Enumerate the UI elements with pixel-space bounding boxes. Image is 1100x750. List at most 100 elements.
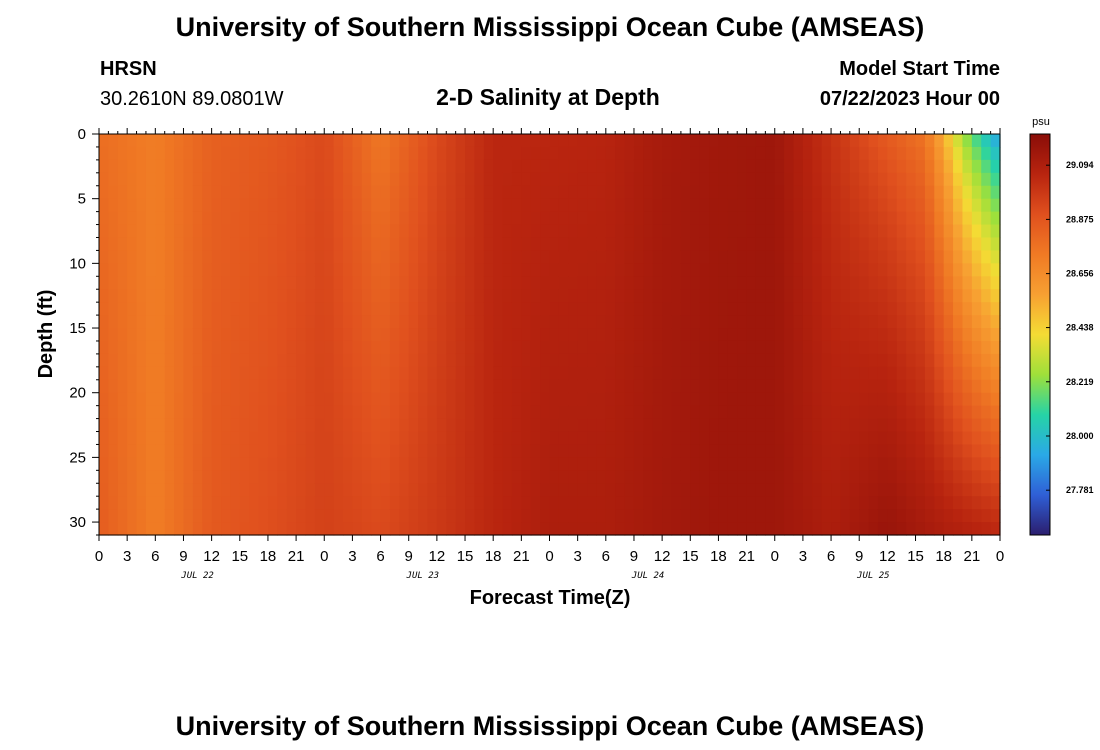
heatmap-cell bbox=[286, 198, 297, 213]
heatmap-cell bbox=[990, 522, 1001, 536]
heatmap-cell bbox=[183, 315, 194, 329]
heatmap-cell bbox=[324, 379, 335, 394]
heatmap-cell bbox=[258, 134, 269, 148]
heatmap-cell bbox=[971, 328, 982, 342]
heatmap-cell bbox=[962, 250, 973, 264]
heatmap-cell bbox=[671, 522, 682, 536]
heatmap-cell bbox=[249, 444, 260, 458]
heatmap-cell bbox=[136, 405, 147, 420]
heatmap-cell bbox=[427, 509, 438, 523]
y-tick-label: 5 bbox=[78, 191, 86, 208]
heatmap-cell bbox=[511, 237, 522, 252]
heatmap-cell bbox=[258, 328, 269, 342]
heatmap-cell bbox=[943, 431, 954, 446]
heatmap-cell bbox=[643, 146, 654, 161]
heatmap-cell bbox=[418, 496, 429, 510]
heatmap-cell bbox=[352, 483, 363, 497]
heatmap-cell bbox=[127, 315, 138, 329]
heatmap-cell bbox=[755, 522, 766, 536]
heatmap-cell bbox=[314, 211, 325, 226]
heatmap-cell bbox=[887, 302, 898, 316]
heatmap-cell bbox=[765, 146, 776, 161]
heatmap-cell bbox=[943, 302, 954, 316]
heatmap-cell bbox=[174, 185, 185, 200]
heatmap-cell bbox=[183, 405, 194, 420]
heatmap-cell bbox=[680, 431, 691, 446]
x-tick-label: 15 bbox=[907, 548, 924, 565]
heatmap-cell bbox=[389, 353, 400, 368]
heatmap-cell bbox=[258, 444, 269, 458]
heatmap-cell bbox=[305, 431, 316, 446]
heatmap-cell bbox=[943, 340, 954, 355]
heatmap-cell bbox=[662, 224, 673, 239]
heatmap-cell bbox=[624, 185, 635, 200]
heatmap-cell bbox=[305, 276, 316, 290]
heatmap-cell bbox=[230, 379, 241, 394]
heatmap-cell bbox=[755, 159, 766, 174]
heatmap-cell bbox=[127, 263, 138, 277]
heatmap-cell bbox=[793, 302, 804, 316]
heatmap-cell bbox=[624, 340, 635, 355]
heatmap-cell bbox=[174, 315, 185, 329]
heatmap-cell bbox=[831, 224, 842, 239]
heatmap-cell bbox=[840, 328, 851, 342]
heatmap-cell bbox=[427, 457, 438, 471]
heatmap-cell bbox=[474, 496, 485, 510]
heatmap-cell bbox=[540, 405, 551, 420]
heatmap-cell bbox=[633, 418, 644, 433]
heatmap-cell bbox=[643, 522, 654, 536]
heatmap-cell bbox=[587, 237, 598, 252]
heatmap-cell bbox=[568, 237, 579, 252]
heatmap-cell bbox=[774, 263, 785, 277]
heatmap-cell bbox=[333, 379, 344, 394]
heatmap-cell bbox=[117, 483, 128, 497]
x-tick-label: 9 bbox=[405, 548, 413, 565]
heatmap-cell bbox=[511, 522, 522, 536]
heatmap-cell bbox=[896, 250, 907, 264]
heatmap-cell bbox=[558, 522, 569, 536]
heatmap-cell bbox=[446, 431, 457, 446]
heatmap-cell bbox=[239, 366, 250, 381]
heatmap-cell bbox=[587, 444, 598, 458]
heatmap-cell bbox=[333, 159, 344, 174]
heatmap-cell bbox=[934, 172, 945, 187]
heatmap-cell bbox=[286, 483, 297, 497]
heatmap-cell bbox=[521, 146, 532, 161]
heatmap-cell bbox=[296, 444, 307, 458]
heatmap-cell bbox=[549, 444, 560, 458]
heatmap-cell bbox=[99, 431, 109, 446]
heatmap-cell bbox=[680, 185, 691, 200]
heatmap-cell bbox=[690, 289, 701, 303]
heatmap-cell bbox=[821, 185, 832, 200]
heatmap-cell bbox=[408, 328, 419, 342]
heatmap-cell bbox=[474, 509, 485, 523]
heatmap-cell bbox=[633, 315, 644, 329]
heatmap-cell bbox=[108, 392, 119, 407]
heatmap-cell bbox=[971, 457, 982, 471]
heatmap-cell bbox=[549, 146, 560, 161]
heatmap-cell bbox=[155, 289, 166, 303]
heatmap-cell bbox=[718, 328, 729, 342]
heatmap-cell bbox=[624, 198, 635, 213]
heatmap-cell bbox=[558, 289, 569, 303]
heatmap-cell bbox=[277, 211, 288, 226]
heatmap-cell bbox=[615, 185, 626, 200]
heatmap-cell bbox=[633, 522, 644, 536]
heatmap-cell bbox=[408, 457, 419, 471]
heatmap-cell bbox=[314, 496, 325, 510]
heatmap-cell bbox=[436, 198, 447, 213]
heatmap-cell bbox=[859, 198, 870, 213]
heatmap-cell bbox=[145, 392, 156, 407]
x-tick-label: 6 bbox=[602, 548, 610, 565]
heatmap-cell bbox=[230, 198, 241, 213]
heatmap-cell bbox=[587, 276, 598, 290]
heatmap-cell bbox=[652, 315, 663, 329]
heatmap-cell bbox=[502, 392, 513, 407]
heatmap-cell bbox=[877, 431, 888, 446]
heatmap-cell bbox=[117, 379, 128, 394]
heatmap-cell bbox=[662, 328, 673, 342]
heatmap-cell bbox=[577, 379, 588, 394]
heatmap-cell bbox=[333, 146, 344, 161]
heatmap-cell bbox=[962, 302, 973, 316]
heatmap-cell bbox=[934, 418, 945, 433]
